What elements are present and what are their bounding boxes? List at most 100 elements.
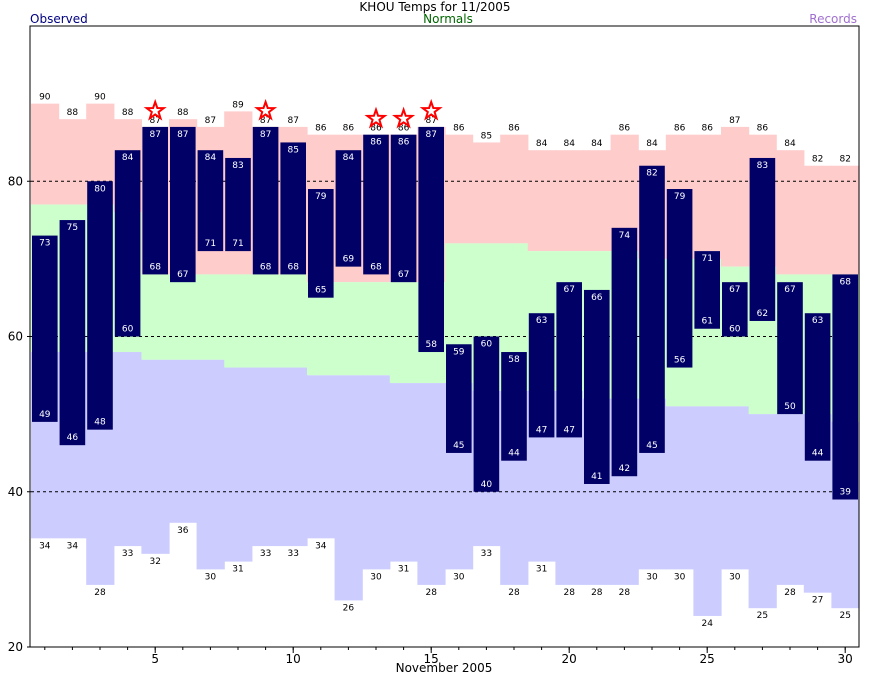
observed-bar bbox=[32, 235, 58, 422]
observed-low-label: 60 bbox=[122, 325, 134, 335]
record-low-band bbox=[693, 406, 722, 616]
record-low-band bbox=[721, 406, 750, 570]
record-star-icon bbox=[392, 106, 416, 129]
record-low-label: 30 bbox=[453, 572, 465, 582]
observed-bar bbox=[777, 282, 803, 415]
record-high-band bbox=[500, 134, 529, 244]
observed-low-label: 48 bbox=[94, 418, 106, 428]
record-low-band bbox=[224, 367, 253, 562]
observed-high-label: 60 bbox=[481, 340, 493, 350]
observed-high-label: 84 bbox=[205, 153, 217, 163]
record-high-label: 87 bbox=[287, 116, 298, 126]
record-high-label: 84 bbox=[536, 139, 548, 149]
y-tick-label: 20 bbox=[8, 640, 23, 654]
record-high-band bbox=[583, 150, 612, 252]
record-low-label: 28 bbox=[784, 588, 796, 598]
normal-band bbox=[389, 282, 418, 384]
observed-high-label: 74 bbox=[619, 231, 631, 241]
record-low-label: 30 bbox=[674, 572, 686, 582]
record-high-label: 86 bbox=[619, 124, 631, 134]
observed-high-label: 63 bbox=[536, 316, 547, 326]
record-high-label: 86 bbox=[370, 124, 382, 134]
normal-band bbox=[141, 274, 170, 360]
record-star-icon bbox=[419, 98, 443, 121]
record-high-band bbox=[31, 103, 60, 205]
observed-bar bbox=[142, 126, 168, 275]
record-high-band bbox=[803, 165, 832, 275]
y-tick-label: 60 bbox=[8, 330, 23, 344]
observed-bar bbox=[390, 134, 417, 283]
record-low-band bbox=[748, 414, 777, 609]
observed-bar bbox=[335, 150, 362, 267]
observed-low-label: 56 bbox=[674, 356, 686, 366]
record-low-label: 31 bbox=[398, 565, 409, 575]
observed-bar bbox=[749, 157, 776, 321]
observed-low-label: 45 bbox=[646, 441, 657, 451]
record-high-label: 87 bbox=[729, 116, 740, 126]
observed-high-label: 87 bbox=[425, 130, 436, 140]
observed-low-label: 45 bbox=[453, 441, 464, 451]
x-tick-label: 30 bbox=[838, 652, 853, 666]
record-low-band bbox=[389, 383, 418, 562]
observed-low-label: 58 bbox=[425, 340, 437, 350]
record-high-band bbox=[445, 134, 474, 244]
observed-low-label: 68 bbox=[287, 262, 299, 272]
observed-bar bbox=[87, 181, 113, 430]
record-high-label: 84 bbox=[784, 139, 796, 149]
record-high-band bbox=[721, 126, 750, 267]
observed-bar bbox=[197, 150, 224, 252]
record-high-label: 86 bbox=[674, 124, 686, 134]
record-low-band bbox=[334, 375, 363, 601]
record-high-band bbox=[693, 134, 722, 259]
x-tick-label: 20 bbox=[562, 652, 577, 666]
observed-high-label: 66 bbox=[591, 293, 603, 303]
record-high-label: 87 bbox=[260, 116, 271, 126]
record-high-label: 82 bbox=[839, 155, 850, 165]
observed-high-label: 80 bbox=[94, 184, 106, 194]
observed-high-label: 63 bbox=[812, 316, 823, 326]
record-low-band bbox=[251, 367, 280, 547]
normal-band bbox=[251, 274, 280, 368]
observed-high-label: 86 bbox=[398, 138, 410, 148]
chart-title: KHOU Temps for 11/2005 bbox=[359, 0, 510, 14]
observed-bar bbox=[114, 150, 141, 337]
record-high-label: 86 bbox=[453, 124, 465, 134]
record-stars bbox=[143, 98, 443, 129]
record-low-label: 28 bbox=[619, 588, 631, 598]
record-low-label: 28 bbox=[591, 588, 603, 598]
record-low-label: 30 bbox=[729, 572, 741, 582]
observed-low-label: 39 bbox=[839, 488, 851, 498]
y-tick-label: 40 bbox=[8, 485, 23, 499]
observed-low-label: 41 bbox=[591, 472, 602, 482]
observed-bar bbox=[639, 165, 665, 453]
observed-high-label: 73 bbox=[39, 239, 50, 249]
record-low-label: 30 bbox=[370, 572, 382, 582]
observed-bar bbox=[832, 274, 858, 500]
record-low-label: 33 bbox=[481, 549, 492, 559]
record-low-label: 27 bbox=[812, 596, 823, 606]
record-high-label: 87 bbox=[149, 116, 160, 126]
normal-band bbox=[196, 274, 225, 360]
record-low-label: 34 bbox=[67, 541, 79, 551]
record-low-label: 31 bbox=[232, 565, 243, 575]
observed-bar bbox=[722, 282, 748, 337]
axis-ticks: 20 40 60 80 5 10 15 20 25 30 bbox=[8, 174, 853, 666]
observed-low-label: 71 bbox=[232, 239, 243, 249]
observed-high-label: 68 bbox=[839, 277, 851, 287]
observed-high-label: 79 bbox=[674, 192, 686, 202]
observed-bar bbox=[446, 344, 472, 453]
record-high-label: 87 bbox=[205, 116, 216, 126]
record-high-label: 85 bbox=[481, 131, 492, 141]
observed-high-label: 67 bbox=[729, 285, 740, 295]
record-high-label: 88 bbox=[122, 108, 134, 118]
record-low-band bbox=[665, 406, 694, 570]
legend-records: Records bbox=[809, 12, 857, 26]
observed-high-label: 86 bbox=[370, 138, 382, 148]
record-low-label: 25 bbox=[757, 611, 768, 621]
observed-bar bbox=[308, 189, 334, 298]
observed-bar bbox=[584, 289, 610, 484]
observed-bar bbox=[473, 336, 500, 492]
observed-low-label: 68 bbox=[370, 262, 382, 272]
record-high-label: 86 bbox=[343, 124, 355, 134]
